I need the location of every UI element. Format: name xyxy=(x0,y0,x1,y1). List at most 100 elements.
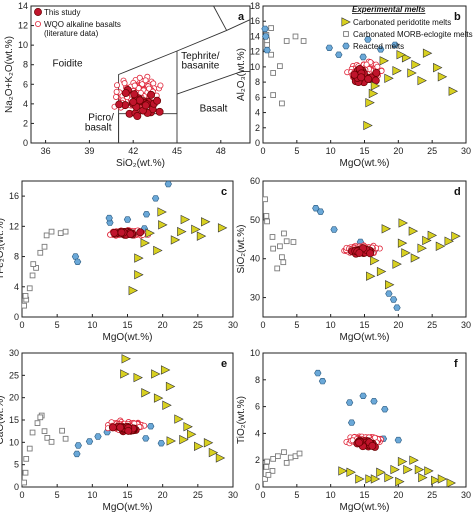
marker-peridotite xyxy=(408,226,419,236)
y-tick-label: 20 xyxy=(9,393,19,403)
marker-reacted xyxy=(359,392,367,400)
y-tick-label: 30 xyxy=(250,293,260,303)
marker-peridotite xyxy=(179,434,189,445)
marker-reacted xyxy=(74,442,82,449)
marker-morb xyxy=(287,454,294,461)
x-tick-label: 30 xyxy=(228,490,238,500)
marker-peridotite xyxy=(376,266,387,277)
y-tick-label: 0 xyxy=(255,482,260,492)
marker-peridotite xyxy=(390,464,400,475)
marker-morb xyxy=(29,429,36,436)
marker-wqo xyxy=(121,80,128,87)
marker-peridotite xyxy=(422,235,432,246)
field-label: basalt xyxy=(85,122,112,133)
marker-peridotite xyxy=(215,453,226,463)
marker-this-study xyxy=(372,68,381,77)
marker-peridotite xyxy=(379,56,389,66)
marker-reacted xyxy=(347,419,356,426)
x-tick-label: 10 xyxy=(326,146,336,156)
x-tick-label: 15 xyxy=(359,146,369,156)
marker-peridotite xyxy=(162,400,172,410)
marker-peridotite xyxy=(196,231,207,241)
y-axis-label: SiO₂(wt.%) xyxy=(236,225,247,274)
marker-reacted xyxy=(370,398,378,405)
marker-morb xyxy=(270,456,277,462)
marker-morb xyxy=(281,230,287,237)
marker-peridotite xyxy=(414,464,425,475)
y-tick-label: 10 xyxy=(18,40,28,50)
marker-peridotite xyxy=(208,447,219,458)
marker-morb xyxy=(283,38,290,44)
marker-wqo xyxy=(142,77,149,84)
marker-reacted xyxy=(85,438,94,445)
marker-morb xyxy=(270,70,277,76)
x-tick-label: 25 xyxy=(193,320,203,330)
y-tick-label: 15 xyxy=(9,415,19,425)
marker-morb xyxy=(22,469,29,476)
marker-reacted xyxy=(94,433,102,440)
marker-this-study xyxy=(366,249,375,258)
marker-reacted xyxy=(389,296,398,303)
marker-morb xyxy=(300,38,307,44)
x-tick-label: 48 xyxy=(216,146,226,156)
marker-peridotite xyxy=(392,66,402,76)
marker-peridotite xyxy=(180,214,191,225)
y-axis-label: TFe₂O₃(wt.%) xyxy=(0,218,6,280)
legend-label: Carbonated MORB-eclogite melts xyxy=(353,30,473,39)
marker-reacted xyxy=(73,258,82,266)
marker-peridotite xyxy=(409,455,419,465)
y-tick-label: 0 xyxy=(14,312,19,322)
field-label: Picro/ xyxy=(88,112,114,123)
marker-morb xyxy=(34,420,41,426)
marker-peridotite xyxy=(170,235,181,245)
marker-peridotite xyxy=(433,62,443,73)
x-tick-label: 5 xyxy=(294,320,299,330)
marker-reacted xyxy=(261,25,269,33)
marker-peridotite xyxy=(166,436,176,446)
marker-this-study xyxy=(126,230,135,239)
panel-label: b xyxy=(454,11,461,23)
x-tick-label: 0 xyxy=(260,490,265,500)
y-tick-label: 0 xyxy=(14,482,19,492)
marker-reacted xyxy=(71,253,80,260)
y-tick-label: 8 xyxy=(14,252,19,262)
y-tick-label: 12 xyxy=(18,21,28,31)
y-tick-label: 30 xyxy=(9,348,19,358)
y-tick-label: 2 xyxy=(23,118,28,128)
x-tick-label: 0 xyxy=(260,320,265,330)
marker-peridotite xyxy=(128,285,138,296)
panel-b: 0 5 10 15 20 25 30 0 2 4 6 8 10 12 14 16 18 MgO(wt.%) Al₂O… xyxy=(236,1,473,169)
marker-peridotite xyxy=(133,372,143,383)
y-tick-label: 6 xyxy=(23,79,28,89)
marker-peridotite xyxy=(384,472,394,483)
legend: Experimental melts Carbonated peridotite … xyxy=(341,5,473,51)
marker-this-study xyxy=(153,96,162,105)
marker-reacted xyxy=(314,369,322,377)
field-label: Foidite xyxy=(52,59,82,70)
panel-c: 0 5 10 15 20 25 30 0 4 8 12 16 MgO(wt.%) TFe₂O₃(wt.%)… xyxy=(0,180,238,343)
marker-morb xyxy=(269,468,276,474)
marker-peridotite xyxy=(384,73,394,83)
marker-morb xyxy=(280,259,287,266)
y-tick-label: 14 xyxy=(250,31,260,41)
marker-reacted xyxy=(381,406,389,413)
x-tick-label: 30 xyxy=(461,320,471,330)
field-label: basanite xyxy=(181,61,219,72)
marker-peridotite xyxy=(174,414,184,424)
y-tick-label: 4 xyxy=(14,282,19,292)
marker-peridotite xyxy=(422,48,433,58)
marker-peridotite xyxy=(365,474,375,484)
marker-peridotite xyxy=(444,236,454,246)
legend-marker-this-study xyxy=(34,8,42,16)
x-tick-label: 20 xyxy=(158,490,168,500)
legend-label: WQO alkaline basalts xyxy=(44,20,121,29)
marker-morb xyxy=(281,449,287,456)
marker-reacted xyxy=(359,53,367,61)
panel-label: a xyxy=(238,11,245,23)
marker-peridotite xyxy=(141,388,151,398)
marker-morb xyxy=(279,254,285,261)
y-tick-label: 4 xyxy=(23,99,28,109)
marker-reacted xyxy=(142,211,151,218)
legend-marker-reacted xyxy=(342,42,350,50)
